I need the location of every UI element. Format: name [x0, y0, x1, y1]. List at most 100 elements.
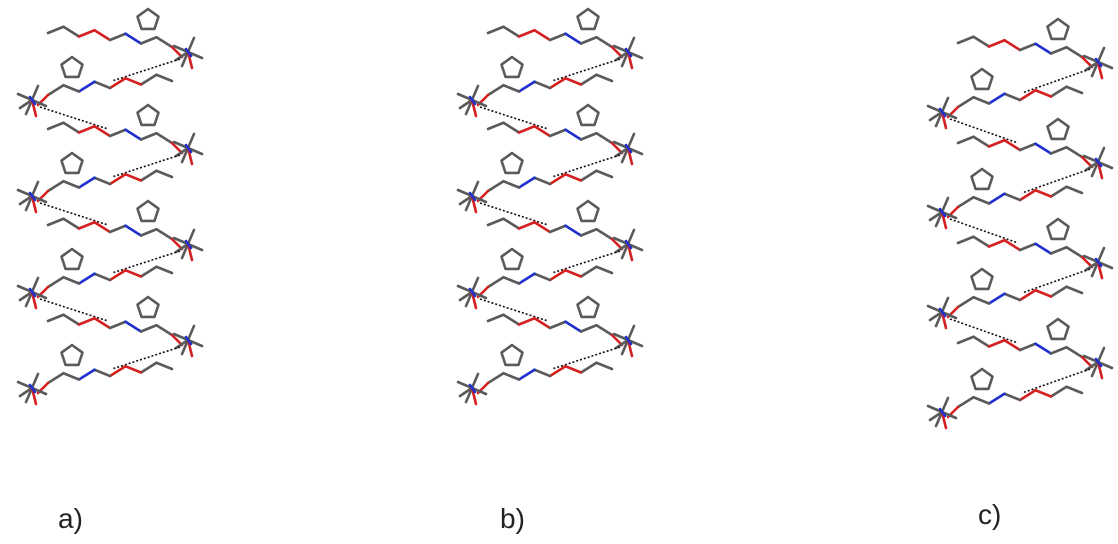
bond	[926, 104, 944, 114]
bond	[548, 76, 567, 90]
bond	[1049, 345, 1068, 355]
bond	[486, 275, 505, 289]
bond	[1034, 188, 1053, 198]
bond	[533, 368, 552, 378]
bond	[486, 121, 505, 131]
bond	[1082, 54, 1100, 64]
bond	[77, 80, 96, 93]
bond	[548, 128, 567, 138]
ring	[970, 267, 994, 291]
bond	[533, 272, 552, 282]
bond	[172, 44, 190, 54]
bond	[1018, 188, 1037, 202]
h-bond	[551, 58, 621, 82]
bond	[464, 98, 474, 116]
bond	[614, 242, 630, 254]
bond	[174, 338, 190, 350]
ring	[500, 343, 524, 367]
bond	[956, 35, 975, 45]
bond	[595, 73, 614, 83]
bond	[108, 364, 127, 378]
bond	[972, 335, 991, 348]
bond	[93, 80, 112, 90]
bond	[926, 204, 944, 214]
bond	[155, 131, 174, 145]
bond	[972, 95, 991, 105]
bond	[502, 217, 521, 230]
h-bond	[111, 346, 181, 370]
bond	[956, 295, 975, 309]
bond	[595, 35, 614, 49]
bond	[62, 121, 81, 134]
ring	[970, 67, 994, 91]
bond	[1034, 342, 1053, 355]
bond	[18, 290, 34, 302]
ring	[60, 151, 84, 175]
bond	[468, 191, 477, 202]
bond	[938, 307, 947, 318]
bond	[1084, 160, 1100, 172]
bond	[940, 96, 950, 114]
bond	[1080, 255, 1094, 269]
bond	[517, 316, 536, 326]
bond	[564, 76, 583, 86]
ring	[60, 343, 84, 367]
bond	[486, 217, 505, 227]
bond	[972, 195, 991, 205]
bond	[139, 73, 158, 86]
bond	[940, 396, 950, 414]
bond	[186, 324, 196, 342]
bond	[533, 176, 552, 186]
bond	[956, 195, 975, 209]
bond	[180, 338, 190, 356]
bond	[1049, 185, 1068, 198]
bond	[108, 268, 127, 282]
bond	[170, 45, 184, 59]
ring	[500, 55, 524, 79]
bond	[1096, 246, 1106, 264]
bond	[926, 404, 944, 414]
bond	[548, 32, 567, 42]
bond	[456, 284, 474, 294]
bond	[624, 335, 633, 346]
bond	[62, 217, 81, 230]
bond	[1065, 285, 1084, 295]
bond	[108, 128, 127, 138]
bond	[28, 383, 37, 394]
bond	[28, 191, 37, 202]
h-bond	[39, 202, 109, 226]
bond	[579, 35, 598, 45]
bond	[464, 194, 474, 212]
bond	[108, 224, 127, 234]
bond	[517, 80, 536, 93]
ring	[1046, 117, 1070, 141]
bond	[1082, 254, 1100, 264]
bond	[620, 50, 630, 68]
bond	[16, 188, 34, 198]
bond	[624, 143, 633, 154]
bond	[1094, 157, 1103, 168]
bond	[972, 395, 991, 405]
bond	[1096, 346, 1106, 364]
bond	[579, 73, 598, 86]
bond	[184, 239, 193, 250]
bond	[934, 110, 944, 128]
bond	[1003, 238, 1022, 252]
bond	[614, 146, 630, 158]
bond	[46, 25, 65, 35]
bond	[1018, 288, 1037, 302]
bond	[972, 135, 991, 148]
bond	[180, 50, 190, 68]
bond	[1080, 155, 1094, 169]
bond	[987, 292, 1006, 305]
bond	[1034, 42, 1053, 55]
bond	[139, 35, 158, 45]
bond	[155, 73, 174, 83]
bond	[1003, 392, 1022, 402]
bond	[1090, 260, 1100, 278]
bond	[124, 224, 143, 237]
h-bond	[111, 154, 181, 178]
bond	[1034, 388, 1053, 398]
bond	[486, 83, 505, 97]
